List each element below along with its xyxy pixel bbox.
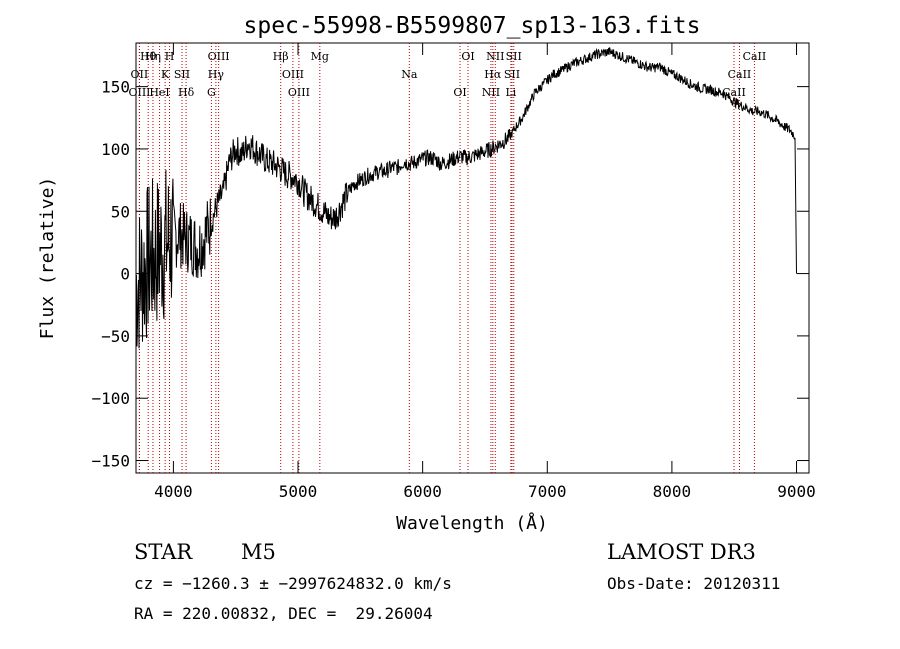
y-tick-label: −100 xyxy=(91,389,130,408)
series-group xyxy=(135,47,797,349)
y-tick-label: 50 xyxy=(111,202,130,221)
axis-ticks: 4000 5000 6000 7000 8000 9000 −150 −100 −50 0 50 10… xyxy=(91,43,816,501)
line-label: SII xyxy=(506,50,522,63)
spectral-line-markers xyxy=(138,43,755,473)
survey-name: LAMOST DR3 xyxy=(607,540,756,564)
line-label: Hθ xyxy=(140,50,157,63)
line-label: OI xyxy=(453,86,466,99)
x-tick-label: 6000 xyxy=(403,482,442,501)
line-label: H xyxy=(165,50,175,63)
spectrum-chart: spec-55998-B5599807_sp13-163.fits Hθ OII O… xyxy=(37,13,816,534)
line-label: OIII xyxy=(208,50,230,63)
line-label: NII xyxy=(486,50,504,63)
y-tick-label: 0 xyxy=(120,265,130,284)
line-label: SII xyxy=(174,68,190,81)
line-label: Hβ xyxy=(273,50,289,63)
line-label: OIII xyxy=(288,86,310,99)
line-label: Hα xyxy=(484,68,502,81)
y-tick-label: 100 xyxy=(101,140,130,159)
y-tick-label: 150 xyxy=(101,78,130,97)
x-tick-label: 7000 xyxy=(528,482,567,501)
object-subclass: M5 xyxy=(241,540,276,564)
line-label: OIII xyxy=(282,68,304,81)
x-tick-label: 4000 xyxy=(154,482,193,501)
line-label: CaII xyxy=(728,68,752,81)
obs-date: Obs-Date: 20120311 xyxy=(607,574,781,593)
line-label: Na xyxy=(401,68,418,81)
y-axis-label: Flux (relative) xyxy=(37,177,58,340)
line-label: SII xyxy=(504,68,520,81)
line-label: Li xyxy=(505,86,516,99)
y-tick-label: −50 xyxy=(101,327,130,346)
line-label: OII xyxy=(131,68,149,81)
x-tick-label: 5000 xyxy=(279,482,318,501)
chart-title: spec-55998-B5599807_sp13-163.fits xyxy=(244,13,701,39)
line-label: Hδ xyxy=(178,86,195,99)
x-tick-label: 9000 xyxy=(777,482,816,501)
line-label: NII xyxy=(482,86,500,99)
coordinates: RA = 220.00832, DEC = 29.26004 xyxy=(134,604,433,623)
line-label: K xyxy=(161,68,170,81)
y-tick-label: −150 xyxy=(91,452,130,471)
plot-frame xyxy=(135,42,810,474)
spectral-line-labels: Hθ OII OIII HηK HeI H SII Hδ OIII Hγ G Hβ OIII OIII Mg… xyxy=(128,50,766,99)
spectrum-line xyxy=(135,47,797,349)
line-label: Mg xyxy=(311,50,329,63)
line-label: OI xyxy=(461,50,474,63)
line-label: HeI xyxy=(149,86,169,99)
line-label: Hη xyxy=(145,50,161,63)
object-class: STAR xyxy=(134,540,193,564)
line-label: G xyxy=(207,86,216,99)
line-label: OIII xyxy=(128,86,150,99)
line-label: CaII xyxy=(743,50,767,63)
x-axis-label: Wavelength (Å) xyxy=(396,512,548,534)
line-label: Hγ xyxy=(208,68,225,81)
x-tick-label: 8000 xyxy=(653,482,692,501)
redshift-line: cz = −1260.3 ± −2997624832.0 km/s xyxy=(134,574,452,593)
